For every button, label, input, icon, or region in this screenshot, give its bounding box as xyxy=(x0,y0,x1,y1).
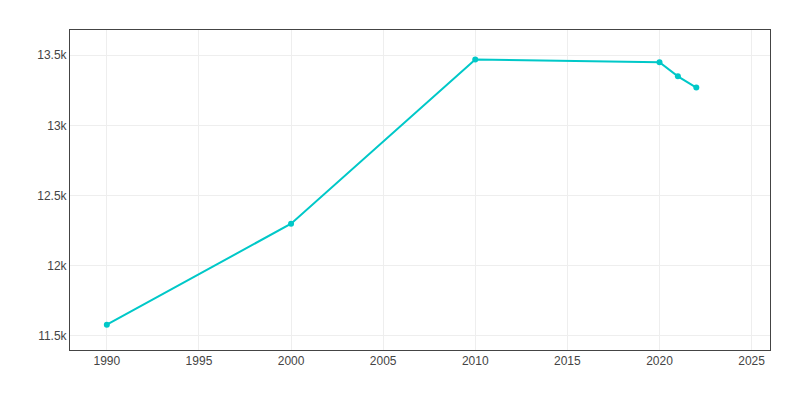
svg-text:2005: 2005 xyxy=(370,354,397,368)
svg-text:1990: 1990 xyxy=(93,354,120,368)
svg-text:2025: 2025 xyxy=(738,354,765,368)
svg-text:2020: 2020 xyxy=(646,354,673,368)
svg-text:11.5k: 11.5k xyxy=(38,329,67,343)
svg-text:1995: 1995 xyxy=(186,354,213,368)
svg-text:12k: 12k xyxy=(47,259,67,273)
svg-text:2010: 2010 xyxy=(462,354,489,368)
svg-text:13.5k: 13.5k xyxy=(37,48,67,62)
svg-text:2000: 2000 xyxy=(278,354,305,368)
svg-text:12.5k: 12.5k xyxy=(37,189,67,203)
svg-text:2015: 2015 xyxy=(554,354,581,368)
svg-text:13k: 13k xyxy=(47,119,67,133)
